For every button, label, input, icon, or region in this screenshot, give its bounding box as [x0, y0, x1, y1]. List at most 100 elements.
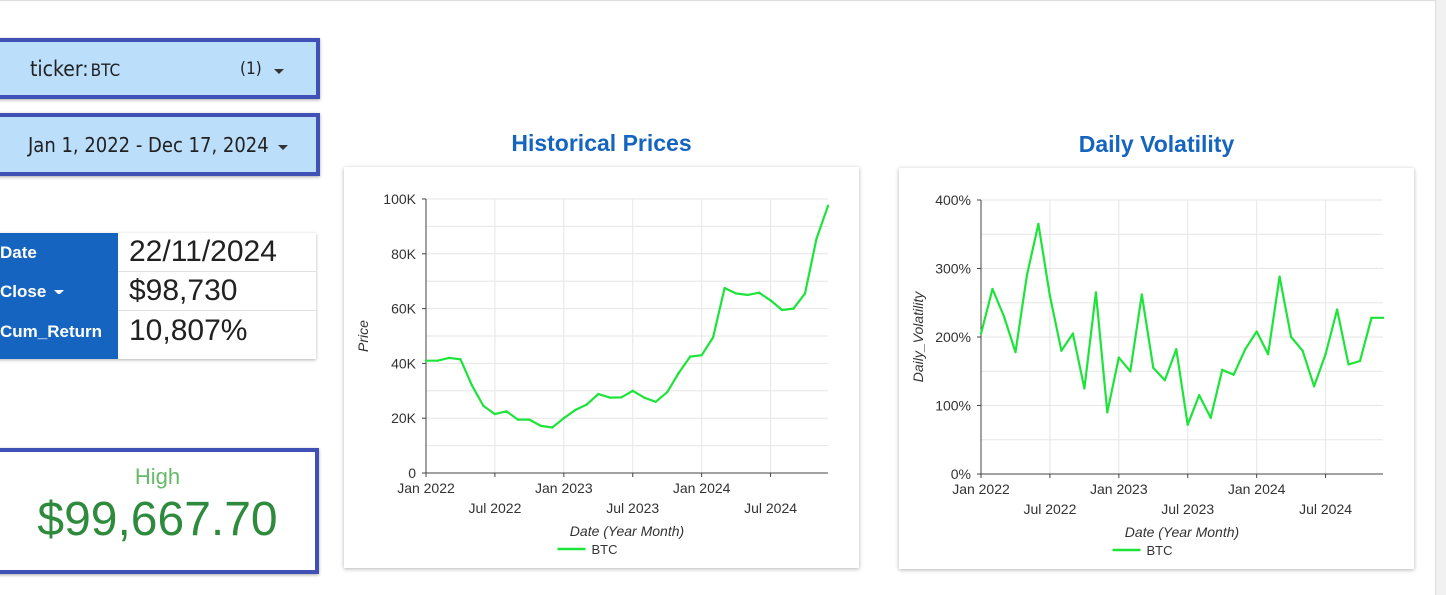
x-tick-label: Jul 2023 — [606, 500, 659, 516]
data-point — [1198, 394, 1201, 397]
data-point — [734, 292, 738, 295]
chevron-down-icon[interactable] — [278, 145, 288, 150]
table-cell-date: 22/11/2024 — [118, 233, 316, 272]
data-point — [769, 299, 772, 302]
y-tick-label: 80K — [391, 246, 417, 262]
data-point — [1014, 350, 1017, 354]
y-axis-title: Price — [355, 320, 371, 352]
chart-title-historical-prices: Historical Prices — [511, 130, 692, 156]
x-tick-label: Jul 2024 — [744, 500, 797, 516]
date-range-control[interactable]: Jan 1, 2022 - Dec 17, 2024 — [0, 113, 320, 176]
chart-title-daily-volatility: Daily Volatility — [1078, 131, 1235, 157]
data-point — [780, 308, 784, 312]
data-point — [528, 418, 531, 421]
sort-icon[interactable] — [54, 289, 65, 294]
scorecard-value: $99,667.70 — [37, 493, 278, 546]
data-point — [539, 424, 543, 428]
table-header-close[interactable]: Close — [0, 272, 118, 311]
data-point — [1106, 411, 1109, 414]
table-header-cum-return[interactable]: Cum_Return — [0, 311, 118, 359]
x-tick-label: Jan 2023 — [535, 480, 593, 496]
data-point — [1140, 293, 1143, 296]
data-point — [1048, 294, 1052, 298]
data-point — [654, 400, 657, 403]
data-point — [608, 396, 611, 399]
chevron-down-icon[interactable] — [274, 69, 284, 74]
y-tick-label: 100K — [383, 191, 416, 207]
table-row: Cum_Return 10,807% — [0, 311, 316, 359]
x-axis-title: Date (Year Month) — [1125, 524, 1239, 540]
data-point — [574, 408, 577, 412]
y-tick-label: 400% — [935, 192, 971, 208]
data-point — [1094, 291, 1098, 294]
ticker-filter-count: (1) — [240, 58, 262, 79]
data-point — [1312, 385, 1316, 388]
x-tick-label: Jul 2024 — [1299, 501, 1352, 517]
data-point — [1381, 316, 1385, 320]
data-point — [1025, 274, 1029, 277]
data-point — [1370, 316, 1373, 320]
data-point — [1221, 368, 1224, 372]
page-top-border — [0, 0, 1436, 1]
data-point — [1266, 352, 1270, 356]
data-point — [1129, 370, 1132, 373]
ticker-filter[interactable]: ticker: BTC (1) — [0, 38, 320, 99]
y-tick-label: 0% — [951, 466, 971, 482]
data-point — [597, 392, 600, 396]
date-range-value: Jan 1, 2022 - Dec 17, 2024 — [28, 132, 269, 157]
data-point — [723, 286, 726, 290]
ticker-filter-value: BTC — [90, 60, 121, 81]
data-point — [1060, 349, 1063, 352]
data-point — [1243, 348, 1247, 351]
scrollbar-track[interactable] — [1436, 0, 1446, 595]
series-line-btc — [426, 205, 830, 429]
data-point — [711, 336, 715, 339]
table-header-date[interactable]: Date — [0, 233, 118, 272]
y-tick-label: 20K — [391, 410, 417, 426]
table-cell-close: $98,730 — [118, 272, 316, 311]
data-point — [447, 356, 451, 360]
legend-label: BTC — [592, 542, 618, 557]
data-point — [562, 417, 566, 420]
data-point — [1186, 423, 1189, 426]
data-point — [482, 404, 485, 408]
data-point — [1209, 416, 1212, 420]
table-cell-cum-return: 10,807% — [129, 314, 248, 347]
data-point — [1163, 378, 1166, 382]
scrollbar-edge — [1435, 0, 1436, 595]
x-tick-label: Jul 2022 — [468, 500, 521, 516]
data-point — [688, 355, 692, 358]
chart-svg: 0% 100% 200% 300% 400% Jan 2022 Jul 2022 Jan 20… — [910, 192, 1385, 558]
data-point — [1278, 275, 1281, 278]
data-point — [643, 396, 646, 399]
x-tick-label: Jan 2024 — [1228, 481, 1286, 497]
data-point — [1002, 315, 1006, 318]
legend-label: BTC — [1147, 543, 1173, 558]
data-point — [1175, 348, 1178, 351]
data-point — [677, 371, 680, 375]
table-row: Close $98,730 — [0, 272, 316, 311]
data-point — [470, 384, 474, 387]
x-tick-label: Jul 2022 — [1023, 501, 1076, 517]
data-point — [1083, 387, 1086, 390]
data-point — [700, 353, 703, 357]
data-point — [746, 293, 749, 297]
x-axis-title: Date (Year Month) — [570, 523, 684, 539]
summary-table: Date 22/11/2024 Close $98,730 Cum_Return… — [0, 233, 316, 359]
y-tick-label: 200% — [935, 329, 971, 345]
y-tick-label: 40K — [391, 355, 417, 371]
ticker-filter-label: ticker: BTC — [30, 56, 121, 81]
data-point — [1255, 330, 1258, 333]
data-point — [1324, 352, 1327, 356]
historical-prices-chart[interactable]: 0 20K 40K 60K 80K 100K Jan 2022 Jul 2022 Jan 202… — [344, 167, 859, 568]
y-axis-title: Daily_Volatility — [910, 291, 926, 383]
data-point — [666, 390, 669, 394]
x-tick-label: Jan 2022 — [952, 481, 1010, 497]
high-scorecard: High $99,667.70 — [0, 448, 319, 574]
data-point — [1037, 222, 1040, 226]
data-point — [1152, 366, 1155, 370]
data-point — [516, 418, 520, 421]
chart-svg: 0 20K 40K 60K 80K 100K Jan 2022 Jul 2022 Jan 202… — [355, 191, 830, 557]
y-tick-label: 300% — [935, 261, 971, 277]
daily-volatility-chart[interactable]: 0% 100% 200% 300% 400% Jan 2022 Jul 2022 Jan 20… — [899, 168, 1414, 569]
